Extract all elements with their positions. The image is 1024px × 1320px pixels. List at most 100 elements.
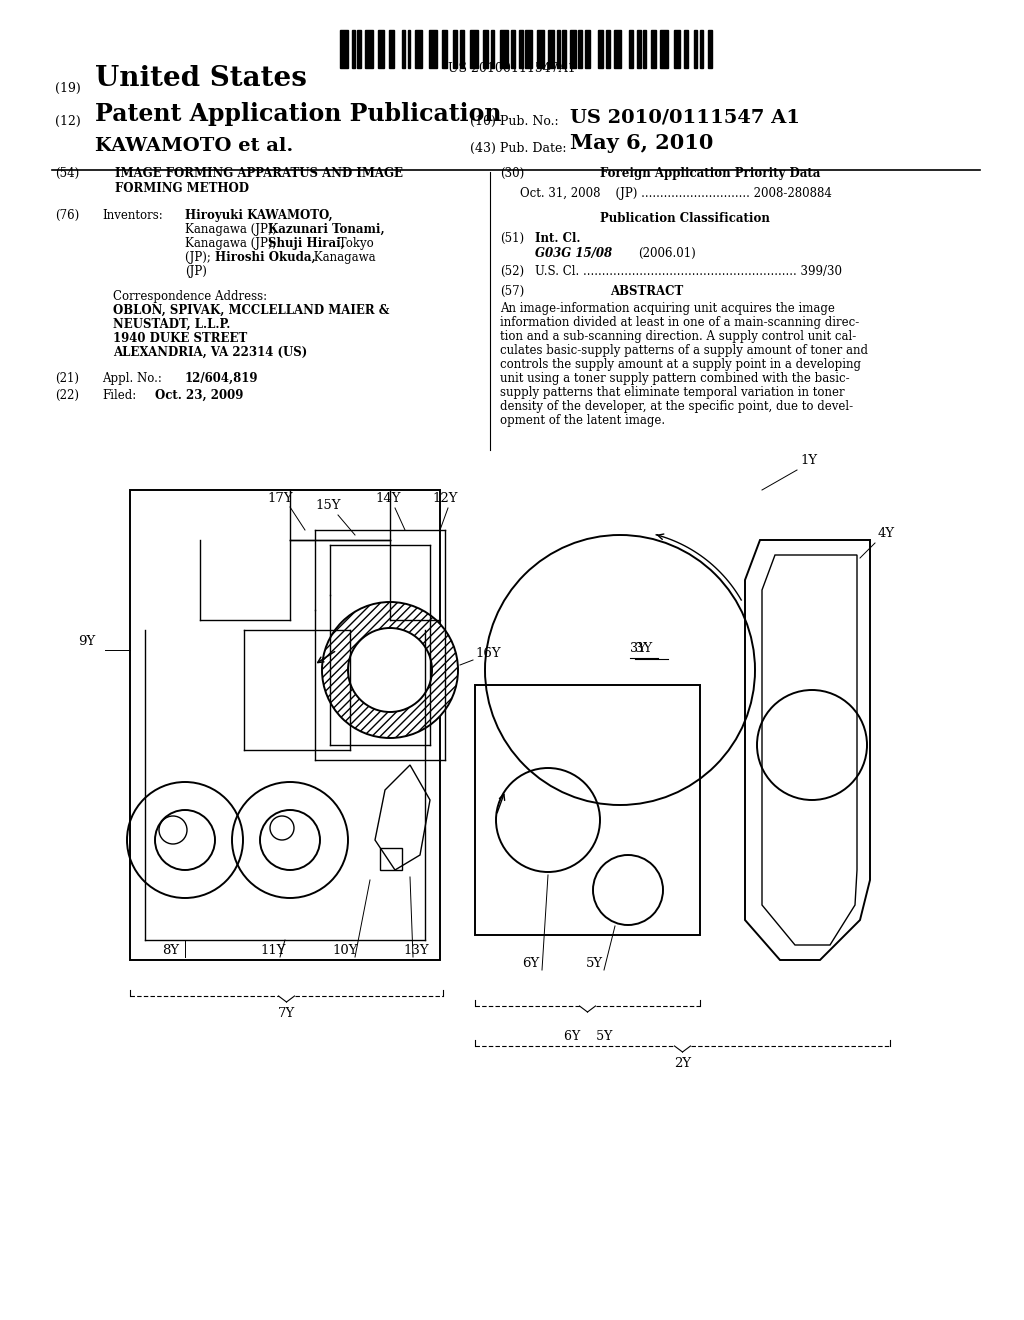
Text: Oct. 23, 2009: Oct. 23, 2009 (155, 389, 244, 403)
Bar (408, 30, 411, 69)
Text: Tokyo: Tokyo (335, 238, 374, 249)
Text: OBLON, SPIVAK, MCCLELLAND MAIER &: OBLON, SPIVAK, MCCLELLAND MAIER & (113, 304, 389, 317)
Text: 12/604,819: 12/604,819 (185, 372, 258, 385)
Text: 13Y: 13Y (403, 944, 429, 957)
Bar (366, 30, 373, 69)
Text: US 2010/0111547 A1: US 2010/0111547 A1 (570, 108, 800, 125)
Text: Hiroyuki KAWAMOTO,: Hiroyuki KAWAMOTO, (185, 209, 333, 222)
Text: Appl. No.:: Appl. No.: (102, 372, 162, 385)
Bar (340, 30, 348, 69)
Text: 15Y: 15Y (315, 499, 341, 512)
Text: 3Y: 3Y (630, 642, 646, 655)
Text: NEUSTADT, L.L.P.: NEUSTADT, L.L.P. (113, 318, 230, 331)
Text: (12): (12) (55, 115, 81, 128)
Text: Shuji Hirai,: Shuji Hirai, (268, 238, 345, 249)
Text: culates basic-supply patterns of a supply amount of toner and: culates basic-supply patterns of a suppl… (500, 345, 868, 356)
Text: (52): (52) (500, 265, 524, 279)
Bar (557, 30, 560, 69)
Text: United States: United States (95, 65, 307, 92)
Text: supply patterns that eliminate temporal variation in toner: supply patterns that eliminate temporal … (500, 385, 845, 399)
Bar (519, 30, 522, 69)
Bar (130, 490, 440, 960)
Text: FORMING METHOD: FORMING METHOD (115, 182, 249, 195)
Text: (JP): (JP) (185, 265, 207, 279)
Text: ALEXANDRIA, VA 22314 (US): ALEXANDRIA, VA 22314 (US) (113, 346, 307, 359)
Bar (442, 30, 447, 69)
Text: Hiroshi Okuda,: Hiroshi Okuda, (215, 251, 315, 264)
Text: controls the supply amount at a supply point in a developing: controls the supply amount at a supply p… (500, 358, 861, 371)
Text: density of the developer, at the specific point, due to devel-: density of the developer, at the specifi… (500, 400, 853, 413)
Text: (76): (76) (55, 209, 79, 222)
Text: (51): (51) (500, 232, 524, 246)
Bar (598, 30, 603, 69)
Text: opment of the latent image.: opment of the latent image. (500, 414, 666, 426)
Bar (525, 30, 532, 69)
Text: 10Y: 10Y (332, 944, 357, 957)
Bar (429, 30, 436, 69)
Text: (54): (54) (55, 168, 79, 180)
Text: Kanagawa (JP);: Kanagawa (JP); (185, 223, 281, 236)
Bar (470, 30, 478, 69)
Text: 1Y: 1Y (800, 454, 817, 467)
Text: ABSTRACT: ABSTRACT (610, 285, 683, 298)
Text: 3Y: 3Y (635, 642, 652, 655)
Circle shape (348, 628, 432, 711)
Text: 4Y: 4Y (878, 527, 895, 540)
Bar (500, 30, 508, 69)
Bar (380, 847, 402, 870)
Text: Inventors:: Inventors: (102, 209, 163, 222)
Text: information divided at least in one of a main-scanning direc-: information divided at least in one of a… (500, 315, 859, 329)
Text: U.S. Cl. ......................................................... 399/30: U.S. Cl. ...............................… (535, 265, 842, 279)
Bar (483, 30, 488, 69)
Bar (379, 30, 384, 69)
Text: Oct. 31, 2008    (JP) ............................. 2008-280884: Oct. 31, 2008 (JP) .....................… (520, 187, 831, 201)
Text: 17Y: 17Y (267, 492, 293, 506)
Bar (684, 30, 688, 69)
Circle shape (322, 602, 458, 738)
Bar (614, 30, 621, 69)
Bar (579, 30, 583, 69)
Bar (352, 30, 354, 69)
Bar (585, 30, 590, 69)
Text: 16Y: 16Y (475, 647, 501, 660)
Text: (57): (57) (500, 285, 524, 298)
Text: An image-information acquiring unit acquires the image: An image-information acquiring unit acqu… (500, 302, 835, 315)
Text: (30): (30) (500, 168, 524, 180)
Text: (10) Pub. No.:: (10) Pub. No.: (470, 115, 559, 128)
Bar (570, 30, 575, 69)
Bar (416, 30, 422, 69)
Bar (357, 30, 361, 69)
Text: 1940 DUKE STREET: 1940 DUKE STREET (113, 333, 247, 345)
Text: (JP);: (JP); (185, 251, 215, 264)
Text: May 6, 2010: May 6, 2010 (570, 133, 714, 153)
Bar (674, 30, 680, 69)
Text: US 20100111547A1: US 20100111547A1 (449, 62, 575, 75)
Text: tion and a sub-scanning direction. A supply control unit cal-: tion and a sub-scanning direction. A sup… (500, 330, 856, 343)
Bar (651, 30, 656, 69)
Text: KAWAMOTO et al.: KAWAMOTO et al. (95, 137, 293, 154)
Bar (475, 685, 700, 935)
Bar (660, 30, 669, 69)
Text: (22): (22) (55, 389, 79, 403)
Bar (708, 30, 712, 69)
Bar (461, 30, 465, 69)
Text: 6Y    5Y: 6Y 5Y (564, 1030, 612, 1043)
Bar (389, 30, 394, 69)
Text: IMAGE FORMING APPARATUS AND IMAGE: IMAGE FORMING APPARATUS AND IMAGE (115, 168, 403, 180)
Text: (19): (19) (55, 82, 81, 95)
Text: Kazunari Tonami,: Kazunari Tonami, (268, 223, 385, 236)
Text: (21): (21) (55, 372, 79, 385)
Bar (511, 30, 515, 69)
Text: 9Y: 9Y (78, 635, 95, 648)
Bar (693, 30, 697, 69)
Text: 2Y: 2Y (674, 1057, 691, 1071)
Text: Foreign Application Priority Data: Foreign Application Priority Data (600, 168, 820, 180)
Text: 12Y: 12Y (432, 492, 458, 506)
Bar (643, 30, 646, 69)
Bar (606, 30, 610, 69)
Text: unit using a toner supply pattern combined with the basic-: unit using a toner supply pattern combin… (500, 372, 850, 385)
Text: G03G 15/08: G03G 15/08 (535, 247, 612, 260)
Text: 7Y: 7Y (278, 1007, 295, 1020)
Text: 6Y: 6Y (522, 957, 540, 970)
Bar (629, 30, 633, 69)
